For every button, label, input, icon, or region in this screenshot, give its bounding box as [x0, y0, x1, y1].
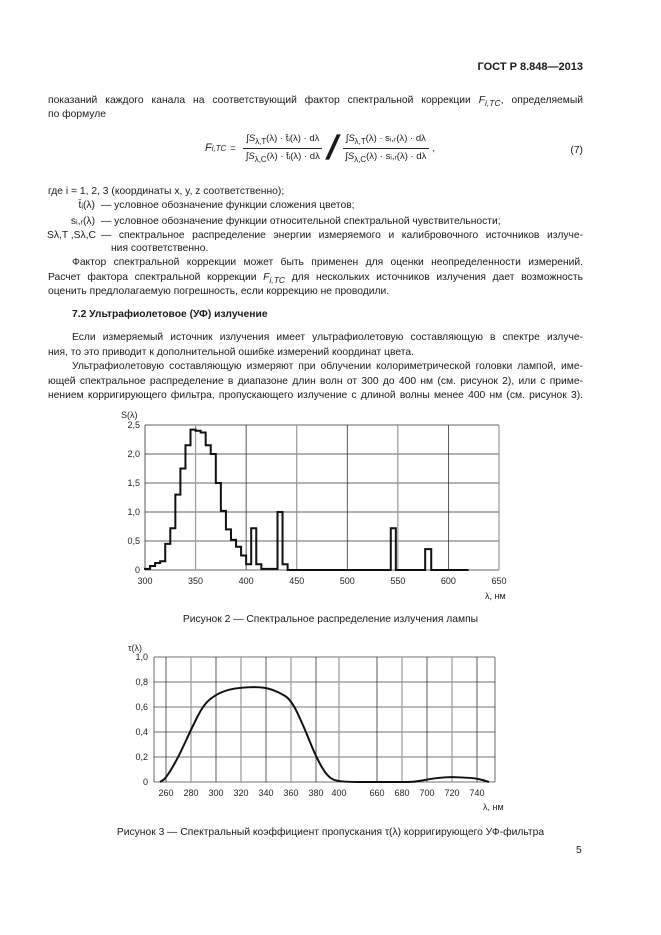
d2-sub: λ,C — [354, 154, 367, 164]
formula-lhs: F — [205, 142, 212, 155]
figure-3-chart: 0 0,2 0,4 0,6 0,8 1,0 260 280 300 320 340 360 380 400… — [128, 643, 504, 812]
n2: ∫S — [345, 133, 355, 144]
n2-rest: (λ) · sᵢ,ᵣ(λ) · dλ — [365, 133, 426, 144]
figure-2-chart: 0 0,5 1,0 1,5 2,0 2,5 300 350 400 450 500 550 600 650… — [121, 410, 507, 601]
x-tick-label: 350 — [188, 576, 203, 586]
equation-number: (7) — [570, 145, 583, 156]
intro-line-2: по формуле — [48, 109, 106, 120]
d1: ∫S — [245, 150, 255, 162]
y-tick-label: 0,4 — [135, 727, 148, 737]
x-tick-label: 280 — [183, 788, 198, 798]
y-tick-label: 0,2 — [135, 752, 148, 762]
def-text-t: — условное обозначение функции сложения … — [101, 200, 355, 211]
y-tick-label: 0 — [135, 565, 140, 575]
y-axis-label: S(λ) — [121, 410, 138, 420]
y-axis-label: τ(λ) — [128, 643, 142, 653]
x-tick-label: 680 — [394, 788, 409, 798]
x-tick-label: 550 — [390, 576, 405, 586]
y-tick-label: 0 — [143, 777, 148, 787]
x-tick-label: 380 — [308, 788, 323, 798]
d1-rest: (λ) · t̄ᵢ(λ) · dλ — [266, 150, 320, 162]
intro-tail: , определяемый — [500, 95, 583, 106]
x-tick-label: 400 — [331, 788, 346, 798]
formula-tail: , — [432, 142, 435, 154]
factor-line-3: оценить предлолагаемую погрешность, если… — [48, 286, 390, 297]
uv1-line-1: Если измеряемый источник излучения имеет… — [72, 332, 583, 343]
x-tick-label: 360 — [283, 788, 298, 798]
d1-sub: λ,C — [254, 154, 267, 164]
def-text-S: — спектральное распределение энергии изм… — [101, 230, 583, 241]
x-axis-label: λ, нм — [483, 802, 504, 812]
x-tick-label: 320 — [233, 788, 248, 798]
def-text-S-cont: ния соответственно. — [111, 243, 209, 254]
transmittance-curve — [159, 686, 490, 783]
intro-text: показаний каждого канала на соответствую… — [48, 95, 471, 106]
x-tick-label: 500 — [340, 576, 355, 586]
where-line: где i = 1, 2, 3 (координаты x, y, z соот… — [48, 186, 285, 197]
x-tick-label: 650 — [491, 576, 506, 586]
y-tick-label: 0,6 — [135, 702, 148, 712]
uv2-line-1: Ультрафиолетовую составляющую измеряют п… — [72, 361, 583, 372]
def-symbol-s: sᵢ,ᵣ(λ) — [70, 216, 95, 227]
y-tick-label: 1,5 — [127, 478, 140, 488]
section-heading: 7.2 Ультрафиолетовое (УФ) излучение — [72, 309, 268, 320]
x-axis-label: λ, нм — [485, 591, 506, 601]
x-tick-label: 300 — [137, 576, 152, 586]
x-tick-label: 260 — [158, 788, 173, 798]
y-tick-label: 0,5 — [127, 536, 140, 546]
symbol: F — [263, 272, 270, 283]
y-tick-label: 2,5 — [127, 420, 140, 430]
figure-3-caption: Рисунок 3 — Спектральный коэффициент про… — [116, 827, 545, 838]
n1-sub: λ,T — [255, 136, 267, 146]
formula-eq: = — [230, 142, 236, 154]
y-tick-label: 0,8 — [135, 677, 148, 687]
x-tick-label: 300 — [208, 788, 223, 798]
factor-line-2: Расчет фактора спектральной коррекции Fi… — [48, 271, 583, 287]
y-tick-label: 1,0 — [127, 507, 140, 517]
t: Расчет фактора спектральной коррекции — [48, 272, 257, 283]
symbol-sub: i,TC — [485, 98, 501, 109]
y-tick-label: 2,0 — [127, 449, 140, 459]
figure-2-caption: Рисунок 2 — Спектральное распределение и… — [182, 614, 479, 625]
division-slash: / — [322, 129, 343, 168]
d2: ∫S — [345, 150, 355, 162]
x-tick-label: 340 — [258, 788, 273, 798]
x-tick-label: 450 — [289, 576, 304, 586]
y-tick-label: 1,0 — [135, 652, 148, 662]
x-tick-label: 740 — [469, 788, 484, 798]
formula-lhs-sub: i,TC — [211, 143, 227, 153]
uv2-line-3: нением корригирующего фильтра, пропускаю… — [48, 390, 583, 401]
spectrum-step-line — [144, 428, 469, 571]
def-text-s: — условное обозначение функции относител… — [101, 216, 501, 227]
n2-sub: λ,T — [354, 136, 366, 146]
uv1-line-2: ния, то это приводит к дополнительной ош… — [48, 347, 414, 358]
d2-rest: (λ) · sᵢ,ᵣ(λ) · dλ — [366, 150, 427, 162]
document-id: ГОСТ Р 8.848—2013 — [477, 61, 583, 73]
factor-line-1: Фактор спектральной коррекции может быть… — [72, 257, 583, 268]
n1: ∫S — [246, 133, 256, 144]
fraction-1: ∫Sλ,T(λ) · t̄ᵢ(λ) · dλ ∫Sλ,C(λ) · t̄ᵢ(λ)… — [243, 133, 323, 164]
def-symbol-t: t̄ᵢ(λ) — [78, 200, 96, 211]
t: для нескольких источников излучения дает… — [291, 272, 583, 283]
x-tick-label: 700 — [419, 788, 434, 798]
uv2-line-2: ющей спектральное распределение в диапаз… — [48, 376, 583, 387]
page-number: 5 — [576, 845, 582, 856]
x-tick-label: 660 — [369, 788, 384, 798]
x-tick-label: 400 — [239, 576, 254, 586]
symbol: F — [478, 95, 485, 106]
symbol-sub: i,TC — [269, 275, 286, 286]
intro-line-1: показаний каждого канала на соответствую… — [48, 94, 583, 110]
x-tick-label: 600 — [441, 576, 456, 586]
x-tick-label: 720 — [444, 788, 459, 798]
def-symbol-S: Sλ,T ,Sλ,C — [46, 230, 96, 241]
fraction-2: ∫Sλ,T(λ) · sᵢ,ᵣ(λ) · dλ ∫Sλ,C(λ) · sᵢ,ᵣ(… — [342, 133, 429, 164]
n1-rest: (λ) · t̄ᵢ(λ) · dλ — [266, 133, 320, 144]
